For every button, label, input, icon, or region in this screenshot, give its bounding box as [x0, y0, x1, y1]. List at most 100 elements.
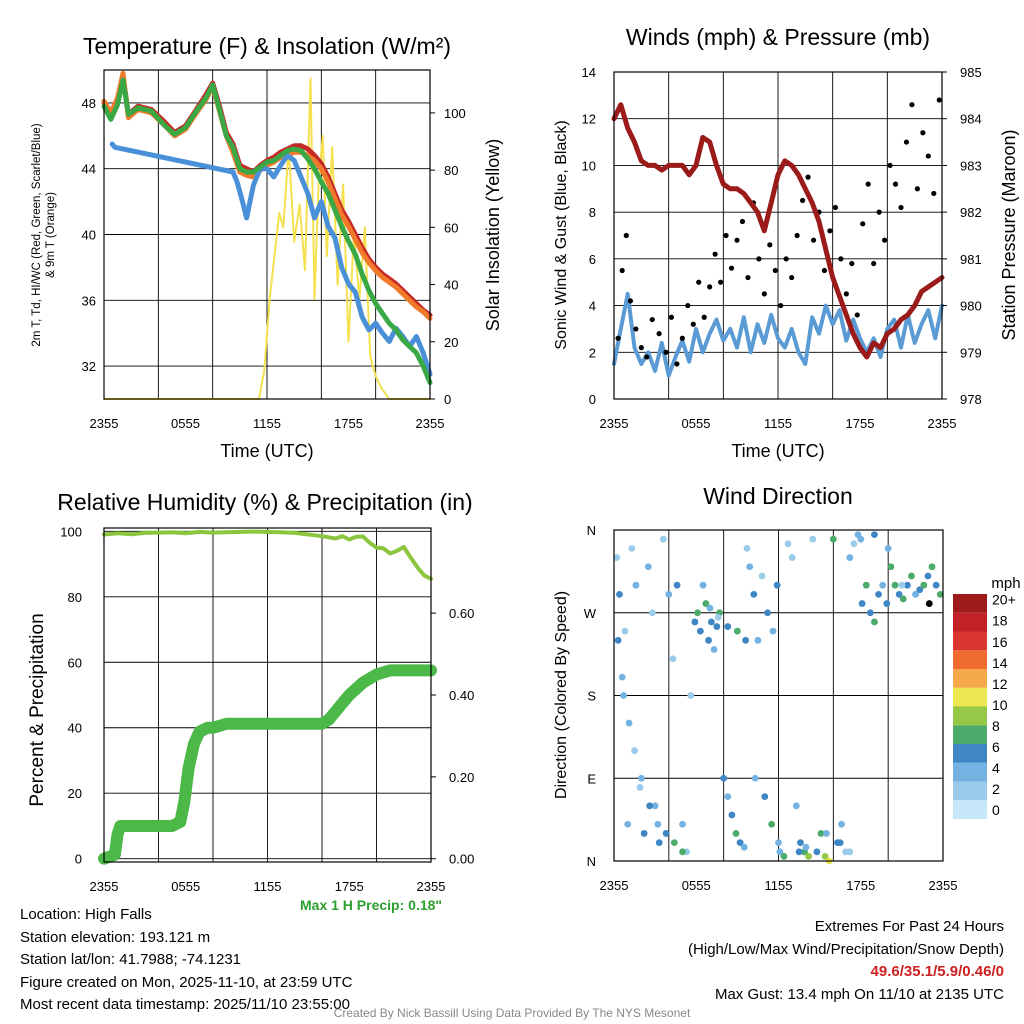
x-tick-label: 1755: [846, 416, 875, 431]
legend-swatch: [953, 687, 987, 707]
legend-swatch: [953, 706, 987, 726]
legend-swatch: [953, 669, 987, 688]
gust-point: [827, 228, 833, 234]
x-tick-label: 0555: [682, 416, 711, 431]
gust-point: [821, 267, 828, 274]
wind-direction-frame: [613, 529, 944, 862]
legend-label: 18: [992, 613, 1008, 629]
direction-point: [732, 830, 740, 837]
gust-point: [860, 221, 866, 227]
y-left-tick-label: 0: [75, 852, 82, 867]
y-left-tick-label: 8: [589, 205, 596, 220]
gust-point: [649, 316, 655, 323]
y-left-tick-label: 80: [68, 590, 82, 605]
direction-point: [823, 830, 830, 837]
y-left-tick-label: 6: [589, 252, 596, 267]
gust-point: [805, 174, 811, 180]
direction-point: [875, 590, 882, 598]
direction-point: [614, 636, 622, 644]
direction-point: [742, 636, 749, 644]
direction-point: [780, 853, 788, 860]
direction-point: [754, 636, 762, 644]
direction-point: [821, 853, 829, 860]
station-location: Location: High Falls: [20, 906, 152, 923]
gust-point: [849, 260, 855, 267]
series-green: [101, 77, 433, 386]
gust-point: [936, 97, 942, 103]
wind-direction-points: [613, 531, 944, 865]
y-right-tick-label: 982: [960, 205, 982, 220]
direction-point: [884, 544, 892, 552]
legend-swatch: [953, 762, 987, 782]
gust-point: [871, 260, 877, 267]
x-tick-label: 2355: [90, 879, 119, 894]
temperature-ylabel-line1: 2m T, Td, HI/WC (Red, Green, Scarlet/Blu…: [31, 123, 43, 346]
direction-point: [879, 581, 887, 589]
direction-point: [713, 623, 721, 630]
y-left-tick-label: 44: [82, 162, 96, 177]
station-info: Location: High Falls Station elevation: …: [20, 904, 352, 1017]
temperature-title: Temperature (F) & Insolation (W/m²): [83, 33, 451, 59]
direction-point: [648, 609, 656, 617]
direction-point: [846, 554, 854, 561]
gust-point: [794, 232, 800, 239]
y-tick-label: W: [584, 606, 597, 621]
direction-point: [805, 853, 813, 860]
x-tick-label: 2355: [417, 879, 446, 894]
direction-point: [829, 535, 837, 543]
gust-point: [920, 130, 926, 136]
gust-point: [909, 102, 915, 108]
direction-point: [809, 535, 817, 543]
direction-point: [687, 692, 695, 699]
direction-point: [758, 572, 766, 580]
legend-swatch: [953, 725, 987, 744]
station-latlon: Station lat/lon: 41.7988; -74.1231: [20, 951, 242, 968]
direction-point: [631, 747, 638, 755]
direction-point: [646, 802, 654, 810]
x-tick-label: 2355: [928, 416, 957, 431]
gust-point: [789, 274, 795, 281]
wind-direction-panel: Wind Direction N E S W N 2355 0555 1155 1755 2355…: [553, 483, 1021, 893]
y-right-tick-label: 978: [960, 392, 982, 407]
legend-swatch: [953, 781, 987, 801]
gust-point: [865, 181, 871, 187]
direction-point: [858, 600, 866, 607]
gust-point: [627, 298, 634, 304]
gust-point: [745, 274, 751, 281]
legend-label: 8: [992, 718, 1000, 734]
direction-point: [899, 595, 907, 603]
direction-point: [768, 820, 776, 828]
wind-direction-grid: [614, 530, 943, 861]
gust-point: [674, 361, 680, 367]
precip-line: [98, 664, 437, 865]
gust-point: [663, 349, 669, 355]
y-left-tick-label: 40: [68, 721, 82, 736]
direction-point: [802, 843, 810, 851]
winds-frame: [613, 71, 943, 400]
y-right-tick-label: 0.20: [449, 770, 474, 785]
x-tick-label: 2355: [416, 416, 445, 431]
direction-point: [625, 719, 633, 727]
x-tick-label: 1755: [334, 416, 363, 431]
y-left-tick-label: 12: [582, 112, 596, 127]
y-right-tick-label: 980: [960, 299, 982, 314]
legend-swatch: [953, 744, 987, 763]
humidity-title: Relative Humidity (%) & Precipitation (i…: [57, 489, 472, 515]
gust-point: [854, 312, 860, 318]
direction-point: [679, 848, 686, 856]
direction-point: [895, 590, 903, 598]
y-right-tick-label: 0.60: [449, 606, 474, 621]
speed-legend-title: mph: [991, 575, 1020, 592]
gust-point: [734, 237, 740, 243]
direction-point: [908, 572, 915, 580]
gust-point: [656, 331, 662, 337]
x-tick-label: 0555: [171, 879, 200, 894]
direction-point: [795, 848, 803, 856]
winds-grid: [614, 72, 942, 399]
direction-point: [862, 581, 870, 589]
station-elevation: Station elevation: 193.121 m: [20, 928, 211, 946]
x-tick-label: 1155: [254, 879, 282, 894]
speed-legend: 0 2 4 6 8 10 12 14 16 18 20+: [953, 592, 1016, 819]
gust-point: [882, 237, 888, 243]
y-left-tick-label: 14: [582, 65, 596, 80]
